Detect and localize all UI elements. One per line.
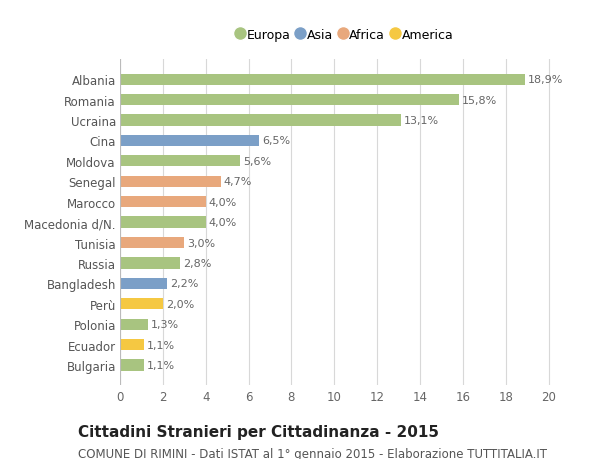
Text: 2,8%: 2,8%: [183, 258, 212, 269]
Text: 1,1%: 1,1%: [147, 360, 175, 370]
Bar: [120, 135, 259, 147]
Text: 4,7%: 4,7%: [224, 177, 253, 187]
Bar: [120, 74, 525, 86]
Text: 1,3%: 1,3%: [151, 319, 179, 330]
Text: 5,6%: 5,6%: [243, 157, 271, 167]
Bar: [120, 237, 184, 249]
Text: COMUNE DI RIMINI - Dati ISTAT al 1° gennaio 2015 - Elaborazione TUTTITALIA.IT: COMUNE DI RIMINI - Dati ISTAT al 1° genn…: [78, 448, 547, 459]
Text: 6,5%: 6,5%: [263, 136, 290, 146]
Text: 2,2%: 2,2%: [170, 279, 199, 289]
Text: 3,0%: 3,0%: [187, 238, 215, 248]
Text: 15,8%: 15,8%: [462, 95, 497, 106]
Text: 4,0%: 4,0%: [209, 218, 237, 228]
Text: 2,0%: 2,0%: [166, 299, 194, 309]
Bar: [120, 176, 221, 187]
Bar: [120, 319, 148, 330]
Legend: Europa, Asia, Africa, America: Europa, Asia, Africa, America: [232, 23, 458, 46]
Text: 4,0%: 4,0%: [209, 197, 237, 207]
Text: 18,9%: 18,9%: [528, 75, 563, 85]
Text: 13,1%: 13,1%: [404, 116, 439, 126]
Bar: [120, 115, 401, 126]
Bar: [120, 298, 163, 310]
Bar: [120, 196, 206, 208]
Bar: [120, 156, 240, 167]
Bar: [120, 258, 180, 269]
Bar: [120, 217, 206, 228]
Text: Cittadini Stranieri per Cittadinanza - 2015: Cittadini Stranieri per Cittadinanza - 2…: [78, 425, 439, 440]
Bar: [120, 95, 458, 106]
Text: 1,1%: 1,1%: [147, 340, 175, 350]
Bar: [120, 339, 143, 350]
Bar: [120, 278, 167, 289]
Bar: [120, 359, 143, 371]
